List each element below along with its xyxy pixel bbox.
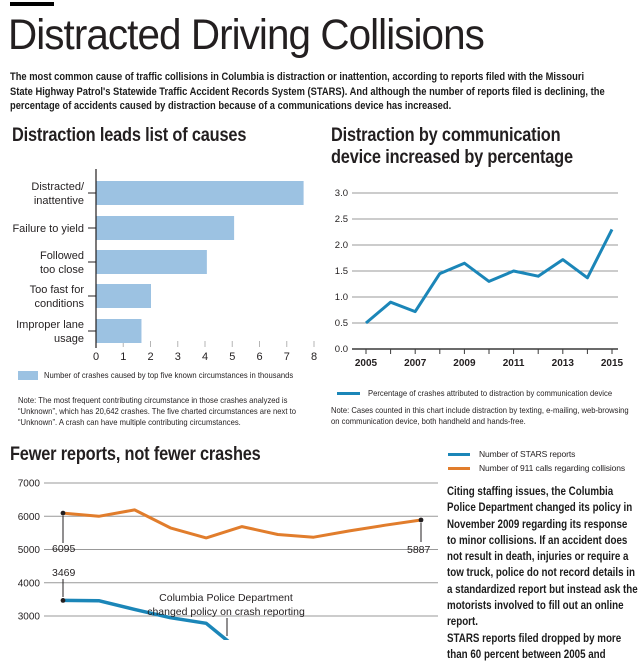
policy-annotation: Columbia Police Department changed policy…	[147, 592, 305, 618]
category-label: Distracted/inattentive	[31, 181, 85, 207]
category-label: Improper lane usage	[16, 319, 84, 345]
y-tick-label: 6000	[18, 512, 41, 523]
y-tick-label: 2.5	[335, 214, 348, 225]
device-legend-label: Percentage of crashes attributed to dist…	[368, 388, 613, 398]
reports-legend-item-911: Number of 911 calls regarding collisions	[448, 463, 625, 473]
data-point-dot	[418, 517, 424, 523]
reports-chart-title: Fewer reports, not fewer crashes	[10, 444, 261, 465]
y-tick-label: 2.0	[335, 240, 348, 251]
x-tick-label: 2009	[453, 358, 476, 369]
x-tick-label: 4	[202, 351, 208, 363]
device-line	[365, 228, 614, 325]
x-tick-label: 0	[93, 351, 99, 363]
bar-0	[96, 181, 304, 205]
bar-legend-swatch	[18, 370, 38, 380]
y-tick-label: 7000	[18, 479, 41, 490]
device-note: Note: Cases counted in this chart includ…	[331, 405, 629, 426]
y-tick-label: 1.5	[335, 266, 348, 277]
device-chart-title: Distraction by communication device incr…	[331, 125, 573, 168]
x-tick-label: 5	[229, 351, 235, 363]
y-tick-label: 0.5	[335, 318, 348, 329]
x-tick-label: 2005	[355, 358, 378, 369]
y-tick-label: 5000	[18, 545, 41, 556]
x-tick-label: 6	[256, 351, 262, 363]
causes-chart-title: Distraction leads list of causes	[12, 125, 247, 146]
x-tick-label: 2007	[404, 358, 427, 369]
category-label: Followed too close	[40, 250, 84, 276]
x-tick-label: 2015	[601, 358, 624, 369]
bar-3	[96, 284, 151, 308]
device-legend: Percentage of crashes attributed to dist…	[337, 388, 640, 398]
bar-1	[96, 216, 235, 240]
y-tick-label: 4000	[18, 578, 41, 589]
category-label: Failure to yield	[12, 223, 84, 235]
sidebar-text: Citing staffing issues, the Columbia Pol…	[447, 486, 638, 661]
x-tick-label: 2	[147, 351, 153, 363]
x-tick-label: 8	[311, 351, 317, 363]
x-tick-label: 3	[175, 351, 181, 363]
title-accent-bar	[10, 2, 54, 6]
calls-legend-label: Number of 911 calls regarding collisions	[479, 463, 626, 473]
annotation-5887: 5887	[407, 544, 431, 556]
stars-line-swatch	[448, 452, 470, 456]
bar-2	[96, 250, 207, 274]
data-point-dot	[60, 510, 66, 516]
y-tick-label: 3.0	[335, 188, 348, 199]
reports-line-chart: 7000 6000 5000 4000 3000 6095 5887 3469 Columbia…	[18, 479, 438, 640]
stars-line	[62, 598, 230, 640]
stars-legend-label: Number of STARS reports	[479, 449, 576, 459]
annotation-3469: 3469	[52, 567, 76, 579]
x-tick-label: 7	[284, 351, 290, 363]
category-label: Too fast for conditions	[30, 284, 85, 310]
data-point-dot	[60, 598, 66, 603]
y-tick-label: 1.0	[335, 292, 348, 303]
annotation-6095: 6095	[52, 543, 76, 555]
reports-legend: Number of STARS reports Number of 911 ca…	[448, 449, 625, 473]
causes-legend: Number of crashes caused by top five kno…	[18, 370, 374, 380]
x-tick-label: 2013	[552, 358, 575, 369]
y-tick-label: 0.0	[335, 344, 348, 355]
reports-legend-item-stars: Number of STARS reports	[448, 449, 625, 459]
x-tick-label: 1	[120, 351, 126, 363]
causes-note: Note: The most frequent contributing cir…	[18, 395, 296, 427]
device-line-chart: 3.0 2.5 2.0 1.5 1.0 0.5 0.0 2005 2007 2009 2011 201…	[335, 188, 624, 369]
x-tick-label: 2011	[503, 358, 525, 369]
causes-bar-chart: 0 1 2 3 4 5 6 7 8 Distracted/inattentive Failure t…	[12, 169, 317, 363]
calls-line-swatch	[448, 466, 470, 470]
page-title: Distracted Driving Collisions	[8, 11, 485, 59]
causes-legend-label: Number of crashes caused by top five kno…	[44, 370, 294, 380]
intro-paragraph: The most common cause of traffic collisi…	[10, 71, 605, 113]
y-tick-label: 3000	[18, 612, 41, 623]
device-legend-line-swatch	[337, 391, 360, 395]
bar-4	[96, 319, 142, 343]
calls-911-line	[62, 508, 422, 540]
